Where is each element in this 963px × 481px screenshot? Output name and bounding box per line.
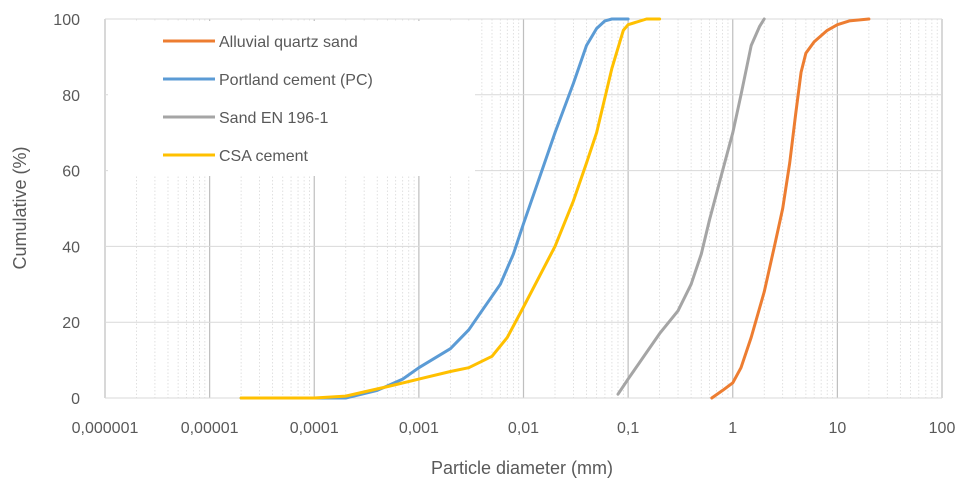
x-tick-label: 10 <box>828 420 846 437</box>
x-axis-title: Particle diameter (mm) <box>431 458 613 478</box>
x-tick-label: 0,001 <box>399 420 439 437</box>
series-line-csa-cement <box>239 17 662 400</box>
legend-label: Sand EN 196-1 <box>219 110 329 127</box>
plot-area <box>239 17 871 400</box>
y-tick-label: 20 <box>62 315 80 332</box>
x-tick-label: 0,0001 <box>290 420 339 437</box>
legend-background <box>108 21 475 176</box>
y-tick-label: 40 <box>62 239 80 256</box>
x-tick-label: 1 <box>728 420 737 437</box>
y-tick-label: 80 <box>62 88 80 105</box>
y-tick-label: 100 <box>53 12 80 29</box>
legend-label: CSA cement <box>219 148 308 165</box>
legend-label: Portland cement (PC) <box>219 72 373 89</box>
x-tick-label: 100 <box>929 420 956 437</box>
y-axis-title: Cumulative (%) <box>10 146 30 269</box>
x-tick-label: 0,000001 <box>72 420 139 437</box>
x-tick-label: 0,1 <box>617 420 639 437</box>
y-tick-label: 60 <box>62 164 80 181</box>
series-line-sand-en-196-1 <box>616 17 766 396</box>
series-line-portland-cement-pc <box>239 17 630 400</box>
legend-label: Alluvial quartz sand <box>219 34 358 51</box>
tick-labels: 0,000001 0,00001 0,0001 0,001 0,01 0,1 1 10 100 0… <box>53 12 955 437</box>
legend: Alluvial quartz sand Portland cement (PC)… <box>108 21 475 176</box>
x-tick-label: 0,01 <box>508 420 539 437</box>
y-tick-label: 0 <box>71 391 80 408</box>
x-tick-label: 0,00001 <box>181 420 239 437</box>
series-line-alluvial-quartz-sand <box>710 17 871 400</box>
